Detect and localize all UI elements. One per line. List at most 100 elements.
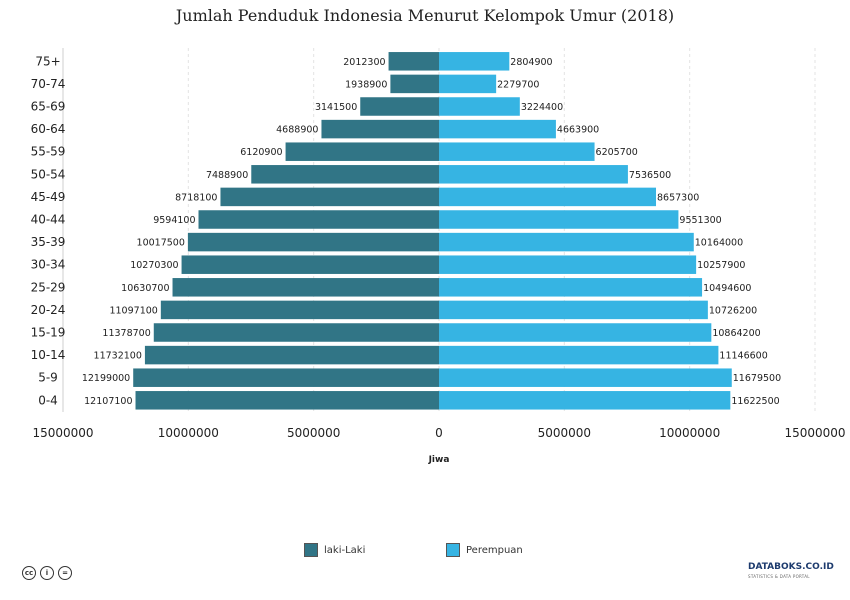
y-tick-label: 55-59 — [31, 145, 66, 159]
y-tick-label: 20-24 — [31, 303, 66, 317]
x-tick-label: 15000000 — [784, 426, 845, 440]
bar-female[interactable] — [439, 74, 497, 94]
bar-female[interactable] — [439, 142, 595, 161]
bar-female[interactable] — [439, 210, 679, 229]
cc-icon: cc — [22, 566, 36, 580]
data-label-male: 2012300 — [343, 57, 385, 68]
bar-female[interactable] — [439, 391, 731, 410]
bar-female[interactable] — [439, 165, 628, 184]
bar-male[interactable] — [220, 187, 439, 207]
bar-male[interactable] — [153, 323, 439, 342]
y-tick-label: 70-74 — [31, 77, 66, 91]
y-tick-label: 75+ — [35, 54, 60, 68]
y-tick-label: 10-14 — [31, 348, 66, 362]
y-tick-label: 60-64 — [31, 122, 66, 136]
bar-male[interactable] — [251, 165, 439, 184]
legend-item-female[interactable]: Perempuan — [446, 543, 523, 557]
y-tick-labels: 75+ 70-74 65-69 60-64 55-59 50-54 45-49 40-44 35… — [31, 54, 66, 407]
y-tick-label: 40-44 — [31, 213, 66, 227]
data-label-male: 12199000 — [82, 373, 130, 384]
data-label-female: 11146600 — [719, 351, 767, 362]
bar-female[interactable] — [439, 300, 708, 320]
x-tick-label: 5000000 — [287, 426, 340, 440]
bar-male[interactable] — [285, 142, 439, 161]
bar-male[interactable] — [198, 210, 439, 229]
bar-male[interactable] — [187, 232, 439, 252]
data-label-female: 10494600 — [703, 283, 751, 294]
bar-male[interactable] — [181, 255, 440, 274]
legend-label-female: Perempuan — [466, 544, 523, 556]
legend-label-male: laki-Laki — [324, 544, 366, 556]
by-icon: i — [40, 566, 54, 580]
legend-swatch-male — [304, 543, 318, 557]
y-tick-label: 5-9 — [38, 371, 58, 385]
data-label-male: 9594100 — [153, 215, 195, 226]
bar-male[interactable] — [144, 345, 440, 365]
bar-female[interactable] — [439, 323, 712, 342]
bar-male[interactable] — [360, 97, 439, 116]
bar-female[interactable] — [439, 345, 719, 365]
legend-swatch-female — [446, 543, 460, 557]
chart-title: Jumlah Penduduk Indonesia Menurut Kelomp… — [175, 6, 675, 25]
data-label-male: 3141500 — [315, 102, 357, 113]
y-tick-label: 25-29 — [31, 280, 66, 294]
data-label-female: 10726200 — [709, 305, 757, 316]
bar-male[interactable] — [172, 278, 439, 297]
bar-female[interactable] — [439, 278, 703, 297]
data-label-female: 10257900 — [697, 260, 745, 271]
data-label-female: 10164000 — [695, 238, 743, 249]
bar-female[interactable] — [439, 187, 657, 207]
bar-male[interactable] — [133, 368, 439, 387]
y-tick-label: 45-49 — [31, 190, 66, 204]
data-label-female: 11622500 — [731, 396, 779, 407]
creative-commons-badge[interactable]: cc i = — [22, 566, 72, 580]
brand-name: DATABOKS.CO.ID — [748, 562, 834, 572]
y-tick-label: 30-34 — [31, 258, 66, 272]
data-label-female: 7536500 — [629, 170, 671, 181]
data-label-male: 7488900 — [206, 170, 248, 181]
data-label-female: 2804900 — [510, 57, 552, 68]
data-label-male: 11097100 — [109, 305, 157, 316]
x-tick-labels: 15000000 10000000 5000000 0 5000000 10000000 1… — [32, 426, 845, 440]
x-axis-label: Jiwa — [428, 455, 450, 465]
bar-male[interactable] — [160, 300, 439, 320]
brand-logo[interactable]: DATABOKS.CO.ID STATISTICS & DATA PORTAL — [748, 562, 834, 582]
data-label-female: 2279700 — [497, 79, 539, 90]
data-label-female: 10864200 — [712, 328, 760, 339]
data-label-female: 3224400 — [521, 102, 563, 113]
y-tick-label: 0-4 — [38, 393, 58, 407]
legend-item-male[interactable]: laki-Laki — [304, 543, 365, 557]
y-tick-label: 35-39 — [31, 235, 66, 249]
data-label-male: 11732100 — [94, 351, 142, 362]
bar-female[interactable] — [439, 119, 556, 139]
y-tick-label: 15-19 — [31, 326, 66, 340]
bar-female[interactable] — [439, 97, 520, 116]
bar-female[interactable] — [439, 232, 694, 252]
data-labels: 2012300 2804900 1938900 2279700 3141500 32244… — [82, 57, 781, 407]
x-tick-label: 0 — [435, 426, 443, 440]
data-label-male: 12107100 — [84, 396, 132, 407]
bar-female[interactable] — [439, 255, 697, 274]
data-label-male: 4688900 — [276, 125, 318, 136]
bar-male[interactable] — [390, 74, 439, 94]
x-tick-label: 10000000 — [659, 426, 720, 440]
bar-female[interactable] — [439, 52, 510, 71]
brand-tagline: STATISTICS & DATA PORTAL — [748, 574, 810, 579]
bar-male[interactable] — [388, 52, 439, 71]
x-tick-label: 5000000 — [538, 426, 591, 440]
data-label-female: 8657300 — [657, 192, 699, 203]
data-label-female: 11679500 — [733, 373, 781, 384]
bars — [133, 52, 732, 410]
bar-female[interactable] — [439, 368, 732, 387]
nd-icon: = — [58, 566, 72, 580]
data-label-male: 8718100 — [175, 192, 217, 203]
data-label-female: 9551300 — [679, 215, 721, 226]
bar-male[interactable] — [321, 119, 439, 139]
data-label-female: 4663900 — [557, 125, 599, 136]
data-label-male: 11378700 — [102, 328, 150, 339]
data-label-female: 6205700 — [596, 147, 638, 158]
bar-male[interactable] — [135, 391, 439, 410]
data-label-male: 10017500 — [137, 238, 185, 249]
x-tick-label: 15000000 — [32, 426, 93, 440]
